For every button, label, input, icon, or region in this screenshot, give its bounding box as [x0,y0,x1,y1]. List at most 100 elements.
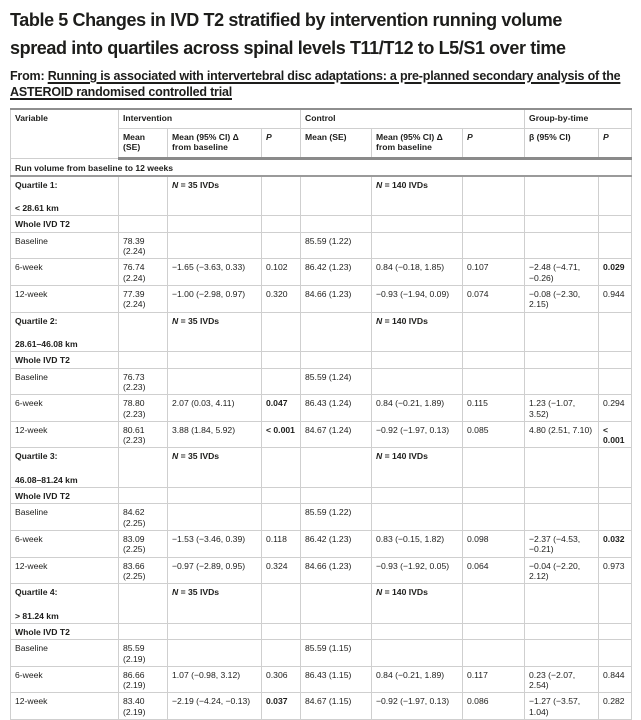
quartile-row: Quartile 2: 28.61–46.08 km N = 35 IVDs N = … [10,311,633,353]
n-variable: N [376,451,383,462]
cell-p-intervention [261,639,301,667]
quartile-range: 46.08–81.24 km [15,474,78,485]
cell-p-control [461,583,526,624]
table-row: 6-week 86.66 (2.19) 1.07 (−0.98, 3.12) 0.30… [10,665,633,694]
cell-mean-se-control: 85.59 (1.22) [300,503,372,531]
cell-p-group [598,639,633,667]
cell-delta-control [371,367,463,396]
cell-delta-intervention: 2.07 (0.03, 4.11) [167,394,262,422]
cell-delta-control [371,215,463,233]
cell-beta-ci: −0.04 (−2.20, 2.12) [524,556,600,585]
source-line: From: Running is associated with interve… [10,68,632,100]
cell-mean-se-control: 86.43 (1.15) [300,665,372,694]
measure-label: Whole IVD T2 [10,215,119,233]
subhead-row: Whole IVD T2 [10,215,633,233]
cell-delta-control: −0.92 (−1.97, 0.13) [371,692,463,720]
cell-p-intervention [261,311,301,353]
cell-beta-ci [524,583,600,624]
header-group-by-time: Group-by-time [524,108,633,129]
cell-delta-intervention: 1.07 (−0.98, 3.12) [167,665,262,694]
cell-mean-se-intervention: 76.73 (2.23) [118,367,168,396]
cell-mean-se-intervention: 76.74 (2.24) [118,258,168,286]
cell-mean-se-control [300,311,372,353]
cell-beta-ci [524,447,600,489]
cell-p-intervention [261,231,301,260]
cell-mean-se-intervention: 86.66 (2.19) [118,665,168,694]
table-title: Table 5 Changes in IVD T2 stratified by … [10,6,632,62]
cell-p-group: 0.844 [598,665,633,694]
cell-delta-intervention: −1.53 (−3.46, 0.39) [167,530,262,558]
cell-p-group [598,447,633,489]
table-row: 12-week 80.61 (2.23) 3.88 (1.84, 5.92) < 0.… [10,420,633,449]
table-row: Baseline 76.73 (2.23) 85.59 (1.24) [10,367,633,396]
quartile-name: Quartile 1: [15,179,58,190]
cell-p-group [598,367,633,396]
header-group-row: Variable Intervention Control Group-by-t… [10,108,633,159]
cell-delta-intervention: −1.65 (−3.63, 0.33) [167,258,262,286]
cell-delta-intervention [167,351,262,369]
cell-mean-se-intervention: 77.39 (2.24) [118,285,168,313]
table-row: 6-week 76.74 (2.24) −1.65 (−3.63, 0.33) 0.1… [10,258,633,286]
header-sub-row: Mean (SE) Mean (95% CI) Δ from baseline … [11,127,633,160]
cell-mean-se-intervention [118,215,168,233]
quartile-range: > 81.24 km [15,610,59,621]
cell-p-intervention [261,351,301,369]
cell-p-control: 0.074 [461,285,526,313]
timepoint-label: Baseline [10,639,119,667]
cell-p-group [598,351,633,369]
cell-delta-intervention: N = 35 IVDs [167,447,262,489]
cell-beta-ci [524,311,600,353]
cell-mean-se-control [300,351,372,369]
cell-delta-intervention [167,639,262,667]
cell-p-intervention: 0.037 [261,692,301,720]
cell-p-group [598,622,633,641]
table-row: Baseline 84.62 (2.25) 85.59 (1.22) [10,503,633,531]
cell-mean-se-control: 84.67 (1.15) [300,692,372,720]
measure-label: Whole IVD T2 [10,487,119,505]
cell-p-group [598,487,633,505]
cell-mean-se-intervention [118,487,168,505]
quartile-name: Quartile 3: [15,451,58,462]
cell-p-intervention [261,583,301,624]
cell-delta-intervention [167,215,262,233]
table-title-line-2: spread into quartiles across spinal leve… [10,38,566,58]
cell-p-control [461,311,526,353]
cell-p-intervention [261,367,301,396]
cell-mean-se-control [300,487,372,505]
cell-p-intervention: < 0.001 [261,420,301,449]
measure-label: Whole IVD T2 [10,351,119,369]
cell-mean-se-control: 84.66 (1.23) [300,556,372,585]
cell-mean-se-control [300,447,372,489]
cell-p-control [461,447,526,489]
measure-label: Whole IVD T2 [10,622,119,641]
cell-p-control [461,503,526,531]
header-mean-se-control: Mean (SE) [300,127,372,160]
cell-beta-ci [524,639,600,667]
table-body: Run volume from baseline to 12 weeks Quar… [9,157,633,720]
table-row: Baseline 78.39 (2.24) 85.59 (1.22) [10,231,633,260]
timepoint-label: 6-week [10,665,119,694]
cell-beta-ci [524,503,600,531]
section-label: Run volume from baseline to 12 weeks [9,157,633,177]
cell-delta-control: 0.84 (−0.21, 1.89) [371,665,463,694]
cell-p-group: 0.294 [598,394,633,422]
quartile-name: Quartile 4: [15,587,58,598]
n-variable: N [376,587,383,598]
cell-beta-ci [524,351,600,369]
table-row: 12-week 83.66 (2.25) −0.97 (−2.89, 0.95) 0.… [10,556,633,585]
cell-mean-se-control: 84.67 (1.24) [300,420,372,449]
cell-beta-ci: 0.23 (−2.07, 2.54) [524,665,600,694]
cell-p-group: 0.282 [598,692,633,720]
cell-p-intervention: 0.047 [261,394,301,422]
cell-p-intervention [261,447,301,489]
cell-mean-se-control [300,583,372,624]
n-variable: N [172,179,179,190]
header-p-group: P [598,127,633,160]
source-article-link[interactable]: Running is associated with intervertebra… [10,69,621,99]
results-table: Variable Intervention Control Group-by-t… [9,108,633,720]
n-variable: N [172,451,179,462]
quartile-name: Quartile 2: [15,315,58,326]
header-p-intervention: P [261,127,301,160]
table-row: 6-week 78.80 (2.23) 2.07 (0.03, 4.11) 0.047… [10,394,633,422]
quartile-label: Quartile 4: > 81.24 km [10,583,119,624]
